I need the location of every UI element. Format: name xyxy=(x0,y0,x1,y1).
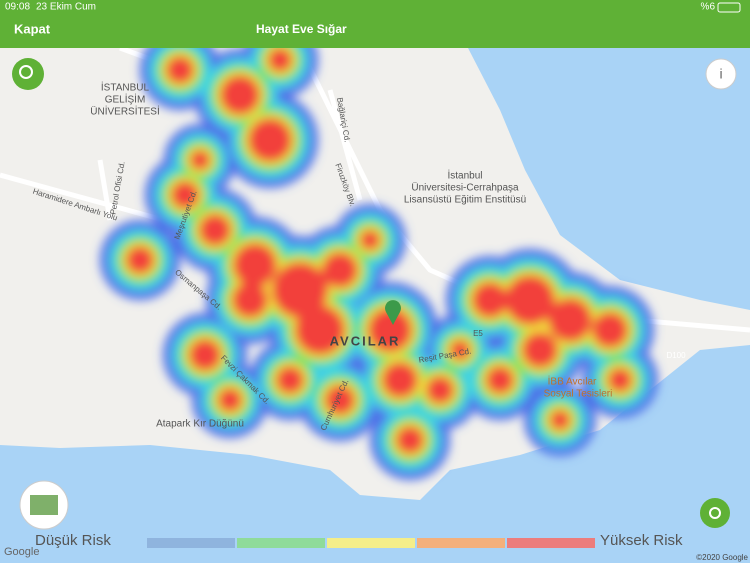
legend-swatch xyxy=(147,538,235,548)
layers-icon xyxy=(30,495,58,515)
heat-blob xyxy=(322,252,358,288)
place-label: İSTANBUL xyxy=(101,81,150,94)
header xyxy=(0,0,750,48)
attribution: Google xyxy=(4,546,39,558)
heat-blob xyxy=(472,282,508,318)
search-icon xyxy=(19,65,33,79)
heat-blob xyxy=(232,282,268,318)
heat-blob xyxy=(248,118,292,162)
heat-blob xyxy=(486,366,514,394)
heat-blob xyxy=(276,366,304,394)
place-label: İBB Avcılar xyxy=(548,375,597,388)
search-button[interactable] xyxy=(12,58,44,90)
place-label: İstanbul xyxy=(447,169,482,182)
place-label: Lisansüstü Eğitim Enstitüsü xyxy=(404,195,526,206)
heat-blob xyxy=(190,150,210,170)
heat-blob xyxy=(550,410,570,430)
heat-blob xyxy=(382,362,418,398)
heat-blob xyxy=(505,275,555,325)
heat-blob xyxy=(396,426,424,454)
battery-icon xyxy=(717,2,741,13)
heatmap xyxy=(100,22,658,480)
heat-blob xyxy=(220,75,260,115)
place-label: ÜNİVERSİTESİ xyxy=(90,105,159,118)
info-icon: i xyxy=(719,66,722,82)
heat-blob xyxy=(548,298,592,342)
heat-blob xyxy=(325,385,355,415)
place-label: Atapark Kır Düğünü xyxy=(156,419,244,430)
heat-blob xyxy=(295,305,345,355)
legend-swatch xyxy=(237,538,325,548)
heat-blob xyxy=(126,246,154,274)
heat-blob xyxy=(272,262,328,318)
legend-high: Yüksek Risk xyxy=(600,532,683,549)
heat-blob xyxy=(233,243,277,287)
heat-blob xyxy=(368,308,412,352)
locate-icon xyxy=(709,507,721,519)
heat-blob xyxy=(171,181,199,209)
legend-low: Düşük Risk xyxy=(35,532,111,549)
copyright: ©2020 Google xyxy=(696,553,748,562)
heat-blob xyxy=(592,312,628,348)
heat-blob xyxy=(450,340,470,360)
place-label: GELİŞİM xyxy=(105,93,146,106)
road-label: D100 xyxy=(666,351,686,360)
place-label: AVCILAR xyxy=(330,333,401,348)
heat-blob xyxy=(218,388,242,412)
heat-blob xyxy=(426,376,454,404)
legend-swatch xyxy=(417,538,505,548)
heat-blob xyxy=(522,332,558,368)
time: 09:08 xyxy=(5,2,30,13)
battery: %6 xyxy=(701,2,716,13)
heat-blob xyxy=(199,214,231,246)
heat-blob xyxy=(166,56,194,84)
info-button[interactable] xyxy=(705,58,737,90)
pin[interactable] xyxy=(384,300,401,325)
legend: Düşük Risk Yüksek Risk xyxy=(35,532,683,549)
legend-swatch xyxy=(327,538,415,548)
date: 23 Ekim Cum xyxy=(36,2,96,13)
heat-blob xyxy=(268,48,292,72)
legend-swatch xyxy=(507,538,595,548)
place-label: Üniversitesi-Cerrahpaşa xyxy=(411,182,519,194)
heat-blob xyxy=(360,230,380,250)
locate-button[interactable] xyxy=(700,498,730,528)
close-button[interactable]: Kapat xyxy=(14,21,51,36)
header-title: Hayat Eve Sığar xyxy=(256,22,347,36)
heat-blob xyxy=(189,339,221,371)
place-label: Sosyal Tesisleri xyxy=(544,389,613,400)
road-label: E5 xyxy=(473,329,483,338)
heat-blob xyxy=(608,368,632,392)
